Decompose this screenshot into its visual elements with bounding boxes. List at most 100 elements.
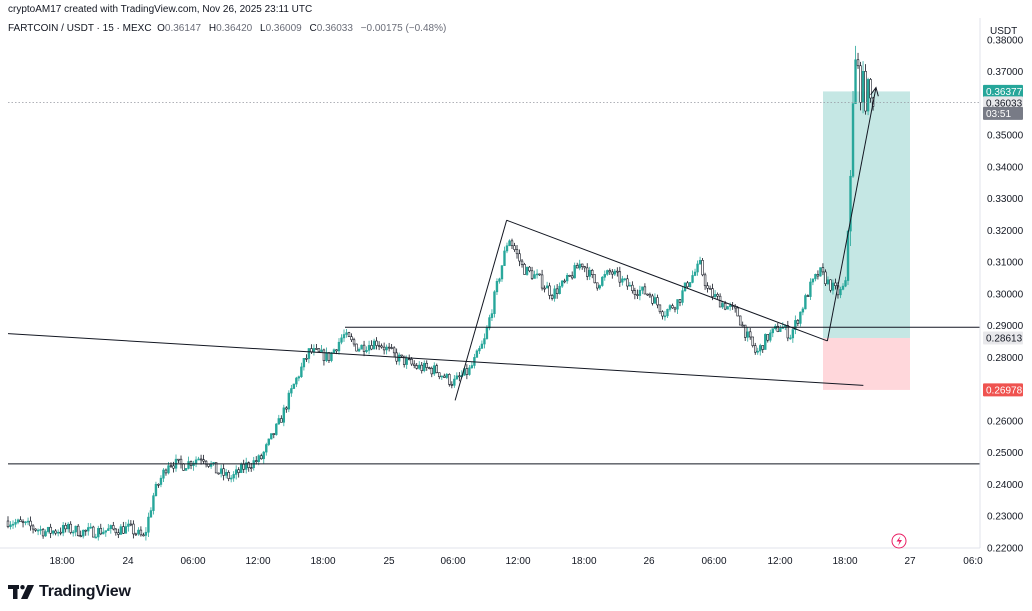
candle-body <box>448 374 451 385</box>
candle-body <box>184 468 188 471</box>
currency-unit-label[interactable]: USDT <box>990 26 1018 37</box>
candle-body <box>751 336 754 346</box>
candle-body <box>713 294 717 298</box>
candle-body <box>410 359 413 365</box>
candle-body <box>99 528 102 535</box>
candle-body <box>124 526 128 534</box>
price-label-entry[interactable]: 0.28613 <box>986 333 1023 344</box>
candle-body <box>377 345 381 347</box>
candle-body <box>307 348 311 359</box>
candle-body <box>668 305 672 310</box>
low-value: 0.36009 <box>265 23 302 34</box>
candle-body <box>759 345 762 352</box>
candle-body <box>26 520 30 523</box>
candle-body <box>736 307 739 317</box>
candle-body <box>771 328 774 334</box>
x-tick-label: 12:00 <box>505 556 530 567</box>
candle-body <box>21 521 25 524</box>
candle-body <box>475 350 479 358</box>
candle-body <box>633 290 637 295</box>
candle-body <box>147 516 150 533</box>
candle-body <box>19 519 22 523</box>
price-label-stop[interactable]: 0.26978 <box>986 385 1023 396</box>
candle-body <box>821 267 825 273</box>
candle-body <box>656 297 659 306</box>
candle-body <box>819 267 822 277</box>
candle-body <box>743 324 747 338</box>
candle-body <box>224 472 228 476</box>
candle-body <box>97 528 100 538</box>
candle-body <box>500 265 504 280</box>
candle-body <box>766 334 769 341</box>
trendline[interactable] <box>506 219 828 342</box>
candle-body <box>618 271 622 283</box>
candle-body <box>603 274 606 278</box>
candle-body <box>849 175 852 232</box>
candle-body <box>520 260 524 265</box>
candle-body <box>425 362 428 368</box>
candle-body <box>172 465 175 469</box>
candle-body <box>250 467 253 469</box>
projection-arrow[interactable] <box>826 87 877 342</box>
candle-body <box>508 240 511 247</box>
candle-body <box>292 383 296 389</box>
candle-body <box>34 528 37 531</box>
candle-body <box>693 271 697 276</box>
candle-body <box>570 275 574 279</box>
candle-body <box>698 260 702 265</box>
candle-body <box>663 315 667 318</box>
candle-body <box>162 469 165 479</box>
candle-body <box>340 337 343 343</box>
candle-body <box>357 348 361 352</box>
price-label-last[interactable]: 0.36033 <box>986 98 1023 109</box>
candle-body <box>387 346 391 349</box>
candle-body <box>493 291 496 314</box>
candle-body <box>24 521 27 524</box>
candle-body <box>811 278 815 283</box>
candle-body <box>676 299 679 310</box>
candle-body <box>866 79 870 112</box>
trendline[interactable] <box>454 220 508 401</box>
candle-body <box>390 347 393 349</box>
tradingview-wordmark: TradingView <box>39 583 131 600</box>
candle-body <box>423 362 426 371</box>
candle-body <box>596 282 599 289</box>
candle-body <box>525 266 529 275</box>
candle-body <box>483 338 486 345</box>
high-label: H <box>208 23 217 34</box>
candle-body <box>796 320 800 324</box>
target-zone[interactable] <box>823 91 910 338</box>
symbol-label[interactable]: FARTCOIN / USDT · 15 · MEXC <box>8 23 152 34</box>
candle-body <box>207 463 210 467</box>
candle-body <box>701 260 704 276</box>
candle-body <box>187 461 190 469</box>
stop-zone[interactable] <box>823 337 910 390</box>
candle-body <box>756 350 759 353</box>
candle-body <box>696 263 699 273</box>
candle-body <box>658 304 662 313</box>
candle-body <box>558 285 561 294</box>
candle-body <box>816 274 820 277</box>
candle-body <box>66 523 70 530</box>
candle-body <box>791 329 795 339</box>
candle-body <box>418 364 421 369</box>
candle-body <box>315 348 318 350</box>
candle-body <box>242 464 245 470</box>
candle-body <box>382 346 386 351</box>
candle-body <box>325 352 328 362</box>
candle-body <box>621 278 624 283</box>
candle-body <box>129 523 133 526</box>
candle-body <box>345 332 348 335</box>
price-label-countdown[interactable]: 03:51 <box>986 109 1011 120</box>
trendline[interactable] <box>7 333 864 386</box>
candle-body <box>280 418 283 423</box>
price-label-target[interactable]: 0.36377 <box>986 87 1023 98</box>
candle-body <box>646 293 649 296</box>
candle-body <box>764 334 767 350</box>
candle-body <box>841 285 845 290</box>
candle-body <box>322 349 326 362</box>
tradingview-logo-icon <box>8 585 34 599</box>
chart-credit: cryptoAM17 created with TradingView.com,… <box>8 4 313 15</box>
tradingview-brand[interactable]: TradingView <box>8 583 131 601</box>
